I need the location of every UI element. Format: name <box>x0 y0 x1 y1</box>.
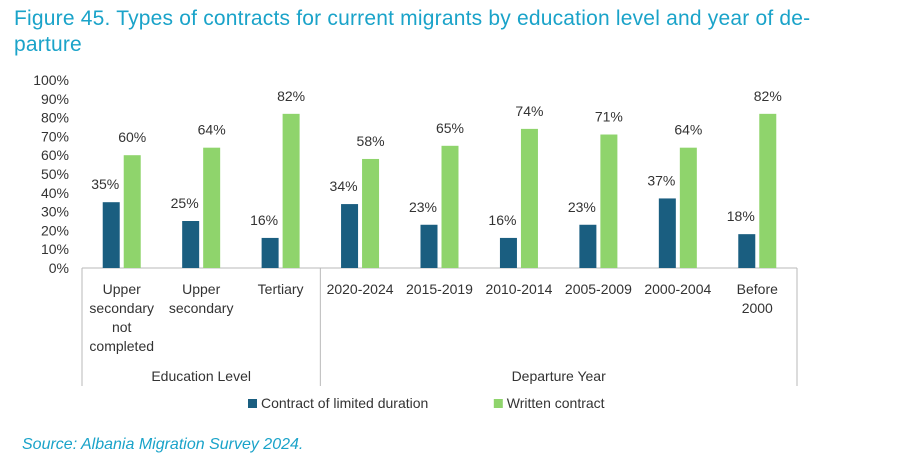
category-label: 2015-2019 <box>406 281 473 297</box>
category-label: secondary <box>169 300 234 316</box>
bar-written-contract <box>203 147 221 268</box>
category-label: 2000-2004 <box>644 281 711 297</box>
figure-title-line-1: Figure 45. Types of contracts for curren… <box>14 7 811 30</box>
bar-limited-duration <box>261 237 279 268</box>
data-label: 74% <box>515 103 543 119</box>
category-label: completed <box>89 338 154 354</box>
data-label: 65% <box>436 120 464 136</box>
data-label: 16% <box>250 212 278 228</box>
legend-swatch-written-contract <box>493 399 503 408</box>
category-label: 2000 <box>742 300 773 316</box>
bar-written-contract <box>441 145 459 268</box>
bar-limited-duration <box>341 204 359 268</box>
y-tick-label: 40% <box>41 185 69 201</box>
data-label: 25% <box>171 195 199 211</box>
bar-limited-duration <box>499 237 517 268</box>
category-label: 2010-2014 <box>485 281 552 297</box>
data-label: 23% <box>409 199 437 215</box>
bar-limited-duration <box>658 198 676 268</box>
y-tick-label: 0% <box>49 260 69 276</box>
data-label: 58% <box>357 133 385 149</box>
legend-swatch-limited-duration <box>248 399 257 408</box>
group-label: Departure Year <box>512 368 607 384</box>
bar-limited-duration <box>579 224 597 268</box>
figure-title-line-2: parture <box>14 33 82 56</box>
data-label: 18% <box>727 208 755 224</box>
data-label: 60% <box>118 129 146 145</box>
bar-written-contract <box>600 134 618 268</box>
y-tick-label: 10% <box>41 241 69 257</box>
y-tick-label: 100% <box>33 72 69 88</box>
category-label: 2020-2024 <box>327 281 394 297</box>
category-label: Upper <box>103 281 141 297</box>
data-label: 64% <box>198 122 226 138</box>
data-label: 23% <box>568 199 596 215</box>
y-tick-label: 80% <box>41 110 69 126</box>
figure-source: Source: Albania Migration Survey 2024. <box>22 436 304 453</box>
category-label: secondary <box>89 300 154 316</box>
bar-written-contract <box>679 147 697 268</box>
data-label: 82% <box>754 88 782 104</box>
category-label: 2005-2009 <box>565 281 632 297</box>
y-tick-label: 20% <box>41 222 69 238</box>
y-tick-label: 90% <box>41 91 69 107</box>
data-label: 64% <box>674 122 702 138</box>
bar-written-contract <box>123 155 141 268</box>
bar-limited-duration <box>102 202 120 268</box>
category-label: Before <box>737 281 778 297</box>
y-tick-label: 70% <box>41 128 69 144</box>
bar-limited-duration <box>182 221 200 268</box>
legend-label: Contract of limited duration <box>261 395 428 411</box>
bar-written-contract <box>759 113 777 268</box>
category-label: Tertiary <box>258 281 304 297</box>
data-label: 16% <box>488 212 516 228</box>
bar-written-contract <box>520 128 538 268</box>
category-label: Upper <box>182 281 220 297</box>
bar-limited-duration <box>420 224 438 268</box>
bar-written-contract <box>362 158 380 268</box>
data-label: 37% <box>647 172 675 188</box>
bar-written-contract <box>282 113 300 268</box>
group-label: Education Level <box>151 368 251 384</box>
y-tick-label: 60% <box>41 147 69 163</box>
figure-title: Figure 45. Types of contracts for curren… <box>14 6 814 58</box>
data-label: 71% <box>595 109 623 125</box>
data-label: 35% <box>91 176 119 192</box>
category-label: not <box>112 319 132 335</box>
legend-label: Written contract <box>507 395 605 411</box>
y-tick-label: 50% <box>41 166 69 182</box>
y-tick-label: 30% <box>41 204 69 220</box>
bar-limited-duration <box>738 234 756 268</box>
data-label: 34% <box>330 178 358 194</box>
data-label: 82% <box>277 88 305 104</box>
